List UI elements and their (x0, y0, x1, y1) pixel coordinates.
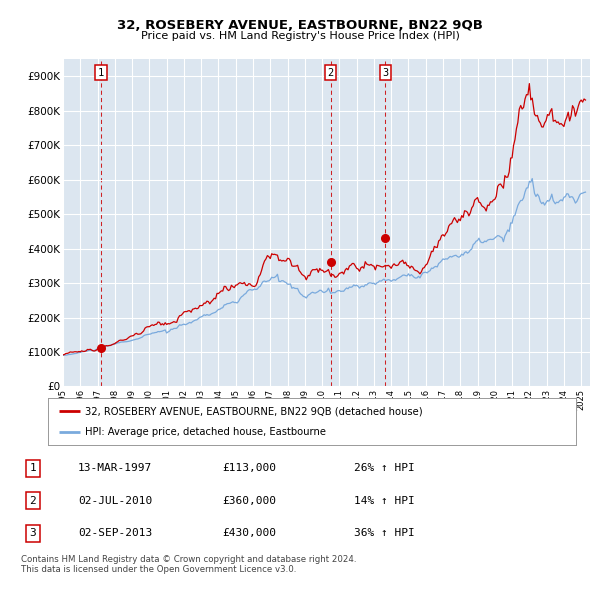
Text: £360,000: £360,000 (222, 496, 276, 506)
Text: 2: 2 (29, 496, 37, 506)
Text: 02-JUL-2010: 02-JUL-2010 (78, 496, 152, 506)
Text: 1: 1 (98, 68, 104, 78)
Text: Contains HM Land Registry data © Crown copyright and database right 2024.
This d: Contains HM Land Registry data © Crown c… (21, 555, 356, 574)
Text: HPI: Average price, detached house, Eastbourne: HPI: Average price, detached house, East… (85, 427, 326, 437)
Text: 36% ↑ HPI: 36% ↑ HPI (354, 529, 415, 539)
Text: 13-MAR-1997: 13-MAR-1997 (78, 463, 152, 473)
Text: 2: 2 (328, 68, 334, 78)
Text: 32, ROSEBERY AVENUE, EASTBOURNE, BN22 9QB (detached house): 32, ROSEBERY AVENUE, EASTBOURNE, BN22 9Q… (85, 407, 422, 417)
Text: £430,000: £430,000 (222, 529, 276, 539)
Text: Price paid vs. HM Land Registry's House Price Index (HPI): Price paid vs. HM Land Registry's House … (140, 31, 460, 41)
Text: 02-SEP-2013: 02-SEP-2013 (78, 529, 152, 539)
Text: 3: 3 (29, 529, 37, 539)
Text: 14% ↑ HPI: 14% ↑ HPI (354, 496, 415, 506)
Text: £113,000: £113,000 (222, 463, 276, 473)
Text: 1: 1 (29, 463, 37, 473)
Text: 26% ↑ HPI: 26% ↑ HPI (354, 463, 415, 473)
Text: 32, ROSEBERY AVENUE, EASTBOURNE, BN22 9QB: 32, ROSEBERY AVENUE, EASTBOURNE, BN22 9Q… (117, 19, 483, 32)
Text: 3: 3 (382, 68, 389, 78)
